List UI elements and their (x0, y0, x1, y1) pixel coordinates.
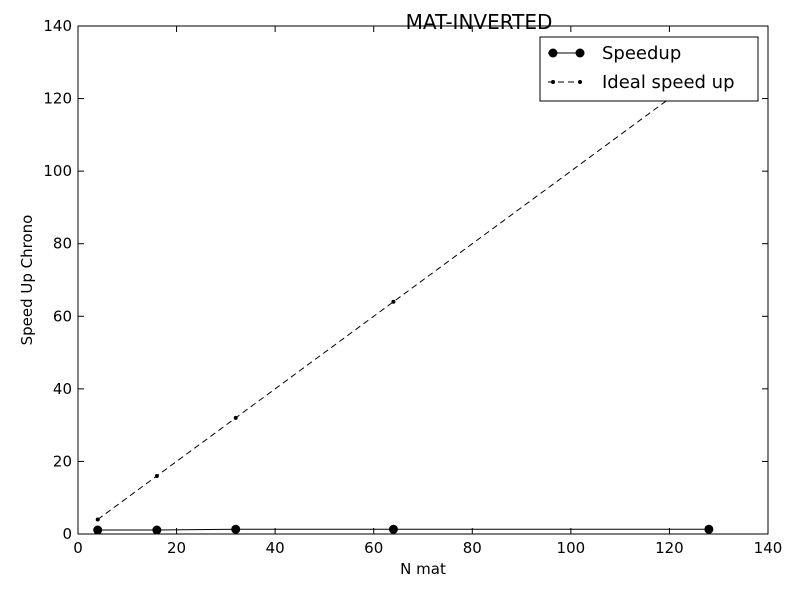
x-tick-label: 80 (463, 539, 482, 557)
data-point-speedup (388, 524, 398, 534)
data-point-speedup (152, 525, 162, 535)
x-tick-label: 140 (754, 539, 783, 557)
legend-speedup-marker-left (548, 48, 558, 58)
legend-label-ideal: Ideal speed up (602, 72, 735, 93)
data-point-speedup (231, 524, 241, 534)
plot-area-frame (77, 25, 769, 535)
y-axis-title: Speed Up Chrono (18, 215, 36, 346)
ticks-layer: 0 20 40 60 80 100 120 140 0 20 40 60 80 100 120 140 (43, 17, 782, 557)
legend-box (539, 36, 759, 102)
legend-speedup-marker-right (575, 48, 585, 58)
y-tick-label: 100 (43, 162, 72, 180)
y-tick-label: 140 (43, 17, 72, 35)
x-tick-label: 60 (364, 539, 383, 557)
y-tick-label: 0 (62, 525, 72, 543)
data-point-ideal-speed-up (391, 299, 396, 304)
data-point-ideal-speed-up (233, 415, 238, 420)
x-tick-label: 20 (167, 539, 186, 557)
x-tick-label: 0 (73, 539, 83, 557)
data-point-ideal-speed-up (95, 517, 100, 522)
y-tick-label: 20 (53, 452, 72, 470)
legend-ideal-marker-left (551, 80, 555, 84)
x-axis-title: N mat (400, 560, 446, 578)
data-point-speedup (93, 525, 103, 535)
data-point-speedup (704, 524, 714, 534)
data-point-ideal-speed-up (154, 473, 159, 478)
legend-ideal-marker-right (578, 80, 582, 84)
x-tick-label: 100 (557, 539, 586, 557)
legend: Speedup Ideal speed up (539, 36, 759, 102)
x-tick-label: 120 (655, 539, 684, 557)
series-layer (93, 67, 714, 535)
y-tick-label: 60 (53, 307, 72, 325)
x-tick-label: 40 (266, 539, 285, 557)
y-tick-label: 120 (43, 90, 72, 108)
y-tick-label: 80 (53, 235, 72, 253)
y-tick-label: 40 (53, 380, 72, 398)
chart-title: MAT-INVERTED (406, 10, 553, 34)
legend-label-speedup: Speedup (602, 43, 681, 64)
